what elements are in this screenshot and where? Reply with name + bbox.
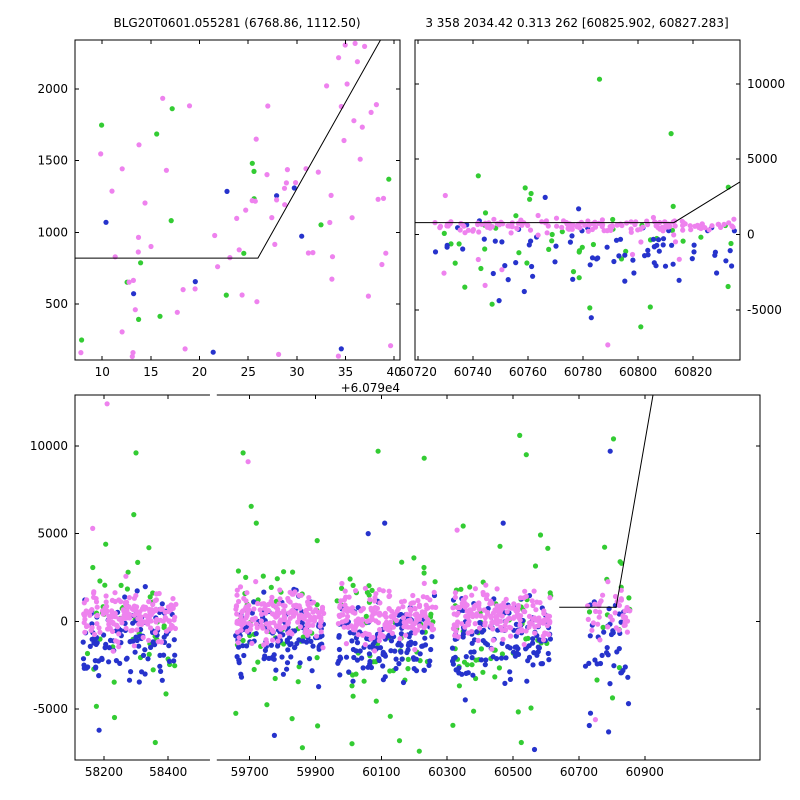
x-tick-label: 60780 [564, 365, 602, 379]
scatter-series-violet [335, 580, 439, 654]
x-tick-label: 25 [241, 365, 256, 379]
model-line [559, 395, 654, 608]
x-tick-label: 15 [143, 365, 158, 379]
axis-break [209, 758, 217, 761]
x-tick-label: 40 [387, 365, 402, 379]
model-line [415, 181, 740, 224]
figure-title-right: 3 358 2034.42 0.313 262 [60825.902, 6082… [425, 16, 728, 30]
y-tick-label: 5000 [37, 527, 68, 541]
x-tick-label: 60760 [509, 365, 547, 379]
y-tick-label: 5000 [747, 152, 778, 166]
y-tick-label: -5000 [747, 303, 782, 317]
scatter-series-blue [103, 185, 344, 355]
scatter-series-violet [78, 166, 394, 360]
figure-title-left: BLG20T0601.055281 (6768.86, 1112.50) [113, 16, 360, 30]
panels: 10 15 20 25 30 35 40 500 1000 1500 2000 +6.079e4 607… [30, 39, 785, 779]
x-tick-label: 60820 [674, 365, 712, 379]
x-tick-label: 10 [95, 365, 110, 379]
x-tick-label: 60700 [560, 765, 598, 779]
scatter-series-blue [432, 194, 738, 304]
x-tick-label: 20 [192, 365, 207, 379]
x-tick-label: 60500 [494, 765, 532, 779]
x-tick-label: 60300 [428, 765, 466, 779]
panel-top-left-zoom: 10 15 20 25 30 35 40 500 1000 1500 2000 +6.079e4 [37, 39, 402, 395]
scatter-outliers [90, 401, 623, 754]
axes-frame [74, 39, 401, 361]
x-tick-label: 30 [289, 365, 304, 379]
scatter-series-violet [324, 40, 379, 162]
panel-bottom-full-lightcurve: 58200 58400 59700 59900 60100 60300 60500 60700… [30, 394, 761, 779]
axis-break [209, 394, 217, 397]
scatter-outliers [442, 76, 674, 348]
x-tick-label: 59900 [296, 765, 334, 779]
x-axis-offset-label: +6.079e4 [341, 381, 400, 395]
scatter-series-green [441, 184, 734, 311]
x-tick-label: 60100 [362, 765, 400, 779]
y-tick-label: 0 [60, 614, 68, 628]
y-tick-label: 1500 [37, 154, 68, 168]
model-line [75, 40, 381, 259]
y-tick-label: 1000 [37, 225, 68, 239]
x-tick-label: 60900 [626, 765, 664, 779]
scatter-series-violet [81, 573, 179, 654]
panel-top-right-season: 60720 60740 60760 60780 60800 60820 -5000 0 5000… [399, 39, 785, 379]
x-tick-label: 60720 [399, 365, 437, 379]
x-tick-label: 58400 [149, 765, 187, 779]
x-tick-label: 58200 [85, 765, 123, 779]
scatter-series-violet [233, 579, 327, 651]
scatter-series-violet [98, 95, 271, 157]
y-tick-label: 500 [45, 297, 68, 311]
scatter-series-violet [432, 212, 737, 238]
axes-frame [74, 394, 761, 761]
y-tick-label: 0 [747, 228, 755, 242]
y-tick-label: 10000 [30, 439, 68, 453]
x-tick-label: 35 [338, 365, 353, 379]
x-tick-label: 60800 [619, 365, 657, 379]
y-tick-label: 10000 [747, 77, 785, 91]
x-tick-label: 59700 [231, 765, 269, 779]
x-tick-label: 60740 [454, 365, 492, 379]
scatter-series-blue [582, 599, 632, 729]
y-tick-label: 2000 [37, 82, 68, 96]
scatter-series-green [79, 106, 392, 343]
axes-frame [414, 39, 741, 361]
scatter-series-violet [441, 222, 682, 288]
y-tick-label: -5000 [33, 702, 68, 716]
scatter-series-violet [450, 582, 553, 652]
